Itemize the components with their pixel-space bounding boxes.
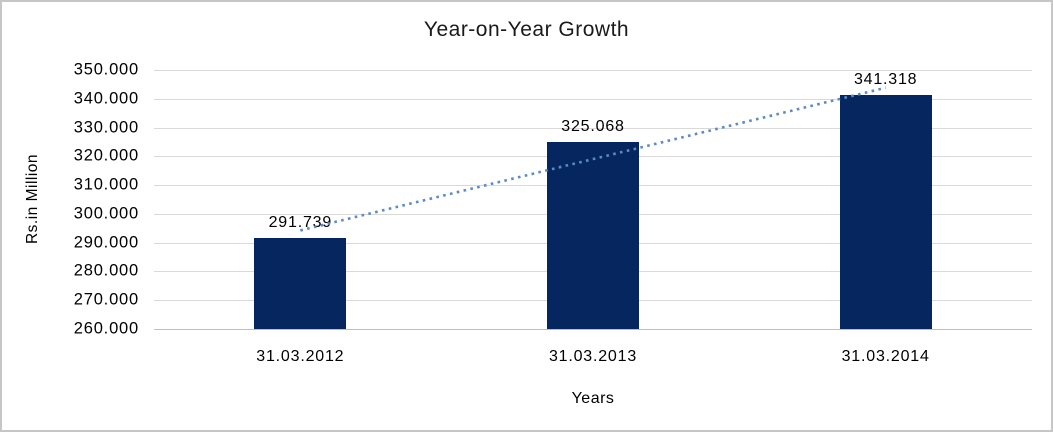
- y-tick-label: 340.000: [73, 89, 139, 108]
- y-tick-label: 300.000: [73, 204, 139, 223]
- y-tick-label: 330.000: [73, 118, 139, 137]
- y-tick-label: 280.000: [73, 261, 139, 280]
- y-tick-label: 320.000: [73, 146, 139, 165]
- y-gridline: [154, 98, 1032, 100]
- y-gridline: [154, 70, 1032, 71]
- chart-title: Year-on-Year Growth: [423, 18, 630, 41]
- y-tick-label: 310.000: [73, 175, 139, 194]
- x-axis-title: Years: [571, 390, 615, 407]
- y-tick-label: 260.000: [73, 319, 139, 338]
- bar-data-label: 325.068: [561, 117, 625, 135]
- x-axis-line: [154, 329, 1032, 330]
- x-tick-label: 31.03.2012: [256, 348, 345, 365]
- trendline: [300, 86, 886, 232]
- y-tick-label: 290.000: [73, 233, 139, 252]
- bar: [254, 237, 347, 329]
- bar: [547, 141, 639, 329]
- y-tick-label: 270.000: [73, 290, 139, 309]
- y-gridline: [154, 127, 1032, 129]
- x-tick-label: 31.03.2014: [841, 348, 930, 365]
- x-tick-label: 31.03.2013: [548, 348, 638, 365]
- bar-data-label: 341.318: [853, 70, 918, 88]
- bar: [839, 94, 932, 329]
- y-tick-label: 350.000: [73, 60, 139, 79]
